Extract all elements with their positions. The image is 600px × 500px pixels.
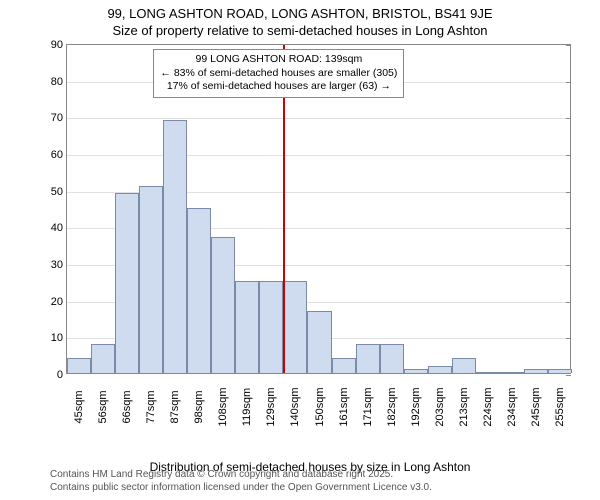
- histogram-bar: [428, 366, 452, 373]
- histogram-bar: [91, 344, 115, 373]
- x-tick-label: 192sqm: [410, 387, 422, 426]
- histogram-bar: [115, 193, 139, 373]
- histogram-bar: [259, 281, 283, 373]
- y-tick-label: 80: [51, 76, 63, 88]
- y-tick-label: 10: [51, 332, 63, 344]
- annotation-line3: 17% of semi-detached houses are larger (…: [160, 80, 397, 94]
- histogram-bar: [67, 358, 91, 373]
- x-tick-label: 66sqm: [121, 390, 133, 423]
- x-tick-label: 203sqm: [434, 387, 446, 426]
- histogram-bar: [139, 186, 163, 373]
- x-tick-label: 161sqm: [338, 387, 350, 426]
- y-tick-label: 60: [51, 149, 63, 161]
- plot-area: 010203040506070809045sqm56sqm66sqm77sqm8…: [66, 44, 571, 374]
- annotation-line2: ← 83% of semi-detached houses are smalle…: [160, 67, 397, 81]
- x-tick-label: 171sqm: [362, 387, 374, 426]
- x-tick-label: 45sqm: [73, 390, 85, 423]
- x-tick-label: 129sqm: [265, 387, 277, 426]
- y-tick-label: 90: [51, 39, 63, 51]
- histogram-bar: [380, 344, 404, 373]
- page-title-line1: 99, LONG ASHTON ROAD, LONG ASHTON, BRIST…: [0, 6, 600, 21]
- histogram-bar: [356, 344, 380, 373]
- x-tick-label: 108sqm: [217, 387, 229, 426]
- x-tick-label: 234sqm: [506, 387, 518, 426]
- histogram-bar: [332, 358, 356, 373]
- histogram-bar: [452, 358, 476, 373]
- histogram-bar: [476, 372, 500, 373]
- y-tick-label: 70: [51, 112, 63, 124]
- annotation-box: 99 LONG ASHTON ROAD: 139sqm← 83% of semi…: [153, 49, 404, 98]
- y-tick-label: 30: [51, 259, 63, 271]
- x-tick-label: 150sqm: [314, 387, 326, 426]
- histogram-bar: [187, 208, 211, 373]
- x-tick-label: 213sqm: [458, 387, 470, 426]
- annotation-line1: 99 LONG ASHTON ROAD: 139sqm: [160, 53, 397, 67]
- footer-attribution: Contains HM Land Registry data © Crown c…: [50, 469, 432, 494]
- histogram-chart: Number of semi-detached properties 01020…: [36, 44, 584, 424]
- x-tick-label: 98sqm: [193, 390, 205, 423]
- x-tick-label: 255sqm: [554, 387, 566, 426]
- y-tick-label: 50: [51, 186, 63, 198]
- x-tick-label: 140sqm: [289, 387, 301, 426]
- histogram-bar: [404, 369, 428, 373]
- footer-line2: Contains public sector information licen…: [50, 482, 432, 495]
- x-tick-label: 245sqm: [530, 387, 542, 426]
- x-tick-label: 87sqm: [169, 390, 181, 423]
- histogram-bar: [524, 369, 548, 373]
- x-tick-label: 224sqm: [482, 387, 494, 426]
- gridline: [67, 155, 570, 156]
- y-tick-label: 20: [51, 296, 63, 308]
- footer-line1: Contains HM Land Registry data © Crown c…: [50, 469, 432, 482]
- histogram-bar: [307, 311, 331, 373]
- y-tick-label: 40: [51, 222, 63, 234]
- y-tick-label: 0: [57, 369, 63, 381]
- page-title-line2: Size of property relative to semi-detach…: [0, 23, 600, 38]
- histogram-bar: [283, 281, 307, 373]
- histogram-bar: [235, 281, 259, 373]
- x-tick-label: 77sqm: [145, 390, 157, 423]
- histogram-bar: [211, 237, 235, 373]
- histogram-bar: [163, 120, 187, 373]
- x-tick-label: 56sqm: [97, 390, 109, 423]
- gridline: [67, 118, 570, 119]
- histogram-bar: [500, 372, 524, 373]
- histogram-bar: [548, 369, 572, 373]
- x-tick-label: 119sqm: [241, 388, 253, 426]
- x-tick-label: 182sqm: [386, 387, 398, 426]
